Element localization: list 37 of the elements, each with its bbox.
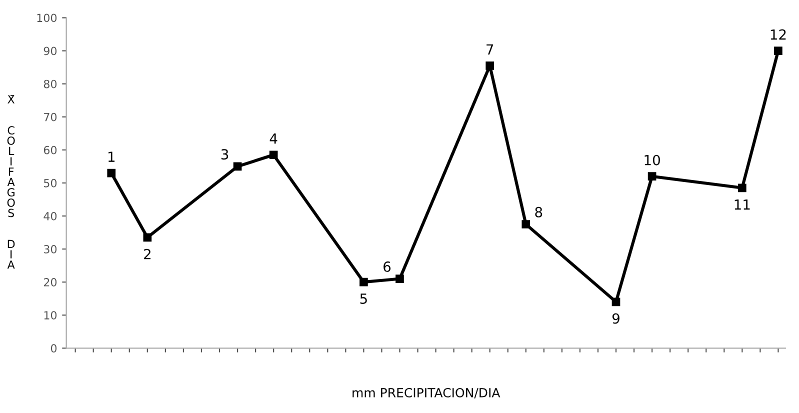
point — [522, 220, 530, 228]
point — [107, 168, 116, 178]
annotation: 5 — [360, 294, 367, 304]
y-tick-label: 10 — [44, 311, 57, 320]
annotation: 3 — [221, 149, 228, 160]
annotation: 11 — [734, 199, 750, 210]
y-tick-label: 0 — [50, 344, 57, 353]
annotation: 4 — [270, 134, 278, 144]
point — [233, 162, 242, 171]
y-tick-label: 100 — [37, 14, 57, 22]
y-tick-label: 30 — [44, 245, 57, 254]
annotation: 10 — [644, 154, 660, 166]
text: X̄ COLIFAGOS DIA — [7, 95, 15, 269]
y-tick-label: 90 — [44, 46, 57, 56]
y-tick-label: 60 — [44, 146, 57, 154]
annotation: 12 — [770, 29, 786, 40]
point — [648, 172, 656, 181]
annotation: 1 — [108, 152, 115, 162]
y-tick-label: 80 — [44, 80, 57, 88]
y-tick-label: 20 — [44, 278, 57, 286]
annotation: 9 — [612, 313, 620, 324]
y-tick-label: 40 — [44, 212, 57, 220]
annotation: 2 — [144, 248, 150, 260]
annotation: 6 — [384, 261, 391, 272]
point — [143, 233, 152, 242]
annotation: 8 — [535, 206, 542, 218]
point — [612, 298, 620, 306]
point — [486, 62, 494, 70]
point — [774, 46, 782, 55]
point — [269, 150, 278, 160]
y-tick-label: 50 — [44, 178, 57, 188]
x-axis-title: mm PRECIPITACION/DIA — [352, 388, 500, 398]
point — [738, 184, 746, 192]
annotation: 7 — [486, 44, 494, 54]
point — [396, 274, 404, 283]
y-tick-label: 70 — [44, 112, 57, 122]
point — [360, 278, 368, 286]
